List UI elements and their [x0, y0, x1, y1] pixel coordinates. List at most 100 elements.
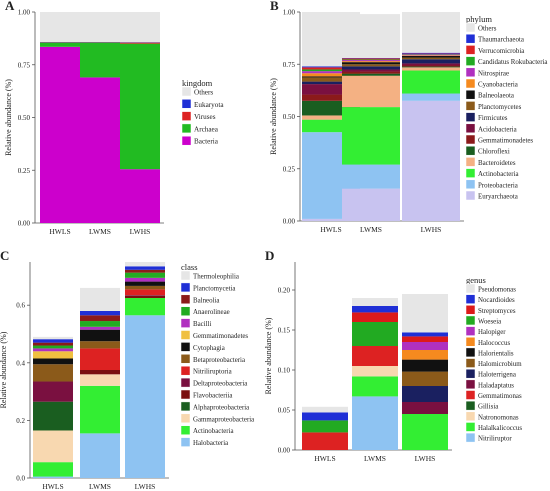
legend-swatch — [465, 33, 476, 44]
bar-segment — [342, 14, 400, 58]
legend-swatch — [180, 437, 191, 447]
bar-segment — [125, 295, 165, 298]
bar-segment — [33, 351, 73, 359]
bar-segment — [120, 169, 160, 223]
bar-segment — [402, 65, 460, 67]
bar-segment — [342, 71, 400, 74]
legend-swatch — [465, 134, 476, 145]
bar-segment — [302, 84, 360, 95]
bar-segment — [80, 341, 120, 349]
legend-swatch — [465, 22, 476, 33]
bar-segment — [302, 81, 360, 85]
bar-segment — [402, 336, 448, 342]
legend-label: Halalkalicoccus — [478, 425, 522, 432]
y-tick-label: 0.20 — [278, 287, 291, 295]
y-axis-label: Relative abundance (%) — [0, 331, 8, 408]
bar-segment — [342, 69, 400, 72]
legend-swatch — [465, 422, 476, 432]
legend-label: Acidobacteria — [478, 126, 517, 133]
legend-label: Candidatus Rokubacteria — [478, 59, 547, 66]
bar-segment — [40, 42, 80, 47]
bar-segment — [33, 358, 73, 365]
bar-segment — [125, 277, 165, 282]
bar-segment — [402, 59, 460, 64]
bar-segment — [80, 329, 120, 342]
legend-label: Proteobacteria — [478, 182, 518, 189]
bar-segment — [80, 348, 120, 370]
legend-swatch — [465, 400, 476, 411]
legend-label: Planctomycetes — [478, 104, 522, 111]
bar-segment — [302, 218, 360, 221]
bar-segment — [402, 294, 448, 333]
legend-label: Nitriliruptoria — [193, 369, 232, 376]
legend-label: Planctomycetia — [193, 285, 235, 292]
bar-segment — [125, 315, 165, 478]
legend-label: Anaerolineae — [193, 309, 230, 316]
legend-label: Others — [194, 89, 213, 97]
bar-segment — [342, 60, 400, 62]
x-tick-label: LWMS — [89, 227, 111, 236]
legend-label: Euryarchaeota — [478, 194, 518, 201]
bar-segment — [80, 310, 120, 316]
bar-segment — [402, 12, 460, 53]
x-tick-label: LWHS — [130, 227, 151, 236]
bar-segment — [33, 462, 73, 477]
bar-segment — [80, 370, 120, 375]
bar-segment — [402, 55, 460, 56]
x-tick-label: LWMS — [89, 482, 111, 491]
legend-label: Natronomonas — [478, 414, 519, 421]
legend-swatch — [465, 78, 476, 89]
y-tick-label: 0.00 — [18, 220, 31, 228]
legend-swatch — [465, 283, 476, 294]
legend-label: Halococcus — [478, 340, 510, 347]
bar-segment — [342, 61, 400, 63]
legend-label: Cyanobacteria — [478, 82, 518, 89]
legend-swatch — [181, 111, 192, 121]
bar-segment — [125, 262, 165, 267]
bar-segment — [125, 295, 165, 296]
legend-label: Gemmatimonadetes — [478, 138, 533, 145]
legend-swatch — [465, 112, 476, 122]
panel-label: A — [5, 0, 15, 13]
bar-segment — [402, 57, 460, 60]
panel-label: D — [265, 248, 274, 263]
legend-title: genus — [466, 275, 486, 285]
y-axis-label: Relative abundance (%) — [264, 317, 273, 394]
legend-label: Nitrospirae — [478, 70, 509, 77]
bar-segment — [80, 315, 120, 322]
legend-swatch — [180, 270, 191, 281]
y-tick-label: 0.15 — [278, 327, 291, 335]
legend-swatch — [180, 306, 191, 316]
bar-segment — [302, 115, 360, 120]
legend-label: Gammaproteobacteria — [193, 416, 254, 423]
legend-label: Flavobacteriia — [193, 393, 232, 400]
legend-label: Eukaryota — [194, 101, 224, 109]
legend-label: Actinobacteria — [478, 171, 519, 178]
y-tick-label: 0.6 — [16, 302, 25, 310]
legend-swatch — [180, 294, 191, 305]
legend-title: kingdom — [182, 78, 213, 88]
bar-segment — [80, 12, 120, 42]
legend-swatch — [465, 368, 476, 379]
y-tick-label: 0.2 — [16, 417, 25, 425]
bar-segment — [402, 100, 460, 221]
bar-segment — [342, 66, 400, 70]
bar-segment — [342, 164, 400, 189]
legend-label: Cytophagia — [193, 345, 225, 352]
bar-segment — [33, 339, 73, 343]
x-tick-label: HWLS — [314, 454, 335, 463]
y-tick-label: 0.50 — [18, 114, 31, 122]
legend-title: phylum — [466, 14, 492, 24]
legend-label: Firmicutes — [478, 115, 508, 122]
y-axis-label: Relative abundance (%) — [269, 78, 278, 155]
legend-swatch — [465, 294, 476, 304]
bar-segment — [33, 342, 73, 346]
bar-segment — [352, 376, 398, 397]
bar-segment — [302, 71, 360, 74]
legend-label: Balneolaeota — [478, 93, 514, 100]
bar-segment — [80, 374, 120, 386]
bar-segment — [342, 188, 400, 221]
legend-swatch — [465, 337, 476, 347]
bar-segment — [125, 289, 165, 296]
bar-segment — [402, 93, 460, 101]
